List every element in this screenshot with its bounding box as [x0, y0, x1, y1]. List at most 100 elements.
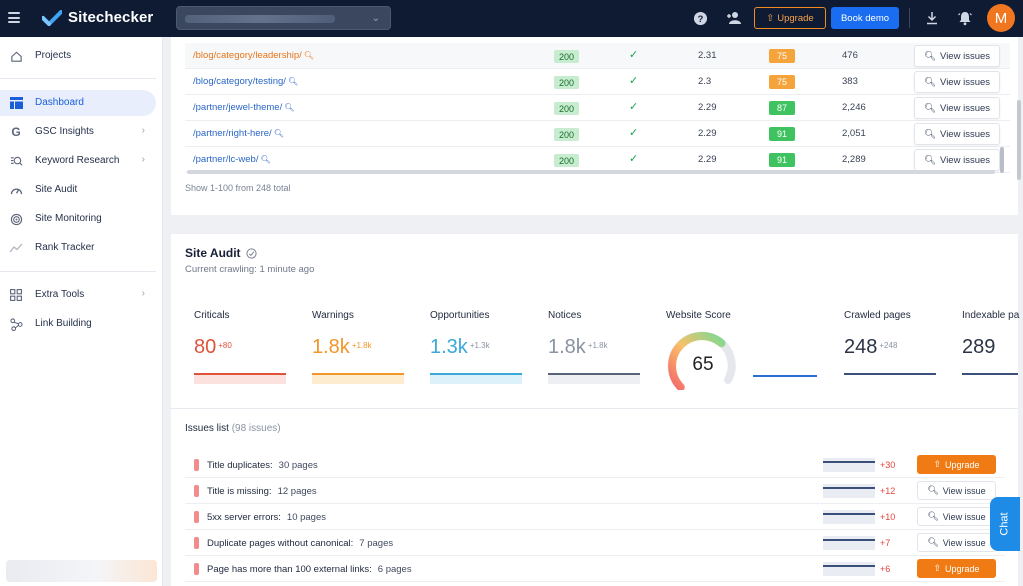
view-issues-label: View issues [940, 102, 991, 114]
page-url-link[interactable]: /partner/right-here/🔍︎ [193, 128, 284, 139]
search-icon[interactable]: 🔍︎ [260, 155, 271, 164]
page-url: /blog/category/leadership/ [193, 50, 302, 61]
metric-label: Crawled pages [844, 310, 911, 321]
issue-delta: +7 [880, 538, 891, 548]
website-score-gauge[interactable] [666, 330, 738, 390]
table-row[interactable]: /partner/jewel-theme/🔍︎ 200 ✓ 2.29 87 2,… [185, 95, 1010, 121]
page-scrollbar[interactable] [1017, 100, 1021, 180]
page-url-link[interactable]: /partner/lc-web/🔍︎ [193, 154, 271, 165]
metric-indexable-pages[interactable]: Indexable pa 289 [962, 310, 1020, 375]
metric-value: 1.8k +1.8k [312, 336, 372, 359]
issue-row[interactable]: Title is missing: 12 pages +12 🔍︎ View iss… [185, 478, 1005, 504]
sidebar-item-link-building[interactable]: Link Building [0, 311, 163, 337]
view-issue-button[interactable]: 🔍︎ View issue [917, 507, 996, 526]
sidebar-item-keyword-research[interactable]: Keyword Research › [0, 148, 163, 174]
metric-value: 80 +80 [194, 336, 232, 359]
view-issues-label: View issues [940, 128, 991, 140]
issue-row[interactable]: Page has more than 100 external links: 6 … [185, 556, 1005, 582]
page-url-link[interactable]: /blog/category/leadership/🔍︎ [193, 50, 314, 61]
issue-row[interactable]: 5xx server errors: 10 pages +10 🔍︎ View is… [185, 504, 1005, 530]
brand-logo[interactable]: Sitechecker [42, 9, 153, 26]
check-icon: ✓ [629, 101, 639, 113]
search-icon[interactable]: 🔍︎ [273, 129, 284, 138]
add-user-icon[interactable] [726, 10, 742, 26]
issues-list-title: Issues list (98 issues) [185, 423, 281, 434]
issue-text: Duplicate pages without canonical: 7 page… [207, 538, 393, 549]
issue-text: Page has more than 100 external links: 6 … [207, 564, 412, 575]
issue-pages: 12 pages [277, 486, 317, 497]
word-count: 383 [842, 76, 858, 87]
upgrade-button[interactable]: ⇧ Upgrade [917, 455, 996, 474]
metric-number: 1.8k [548, 336, 586, 358]
project-name-blurred [185, 15, 335, 23]
chat-button[interactable]: Chat [990, 497, 1020, 551]
metric-number: 248 [844, 336, 878, 358]
trend-icon [9, 241, 23, 255]
search-icon[interactable]: 🔍︎ [287, 77, 299, 86]
sidebar-item-projects[interactable]: Projects [0, 43, 163, 69]
metric-warnings[interactable]: Warnings 1.8k +1.8k [312, 310, 404, 384]
issue-delta: +30 [880, 460, 896, 470]
load-time: 2.3 [698, 76, 712, 87]
issues-title-text: Issues list [185, 423, 229, 434]
issue-pages: 7 pages [359, 538, 394, 549]
metric-criticals[interactable]: Criticals 80 +80 [194, 310, 286, 384]
page-url-link[interactable]: /partner/jewel-theme/🔍︎ [193, 102, 294, 113]
issue-row[interactable]: Title duplicates: 30 pages +30 ⇧ Upgrade [185, 452, 1005, 478]
book-demo-button[interactable]: Book demo [831, 7, 899, 29]
sidebar-item-gsc-insights[interactable]: G GSC Insights › [0, 119, 163, 145]
load-time: 2.29 [698, 102, 717, 113]
load-time: 2.29 [698, 128, 717, 139]
notifications-bell-icon[interactable] [957, 10, 973, 26]
sidebar-item-site-monitoring[interactable]: Site Monitoring [0, 206, 163, 232]
severity-marker [194, 459, 199, 471]
status-code-badge: 200 [554, 50, 579, 63]
sidebar-item-extra-tools[interactable]: Extra Tools › [0, 282, 163, 308]
metric-label: Indexable pa [962, 310, 1020, 321]
download-icon[interactable] [924, 10, 940, 26]
chevron-right-icon: › [141, 125, 145, 136]
table-row[interactable]: /partner/right-here/🔍︎ 200 ✓ 2.29 91 2,0… [185, 121, 1010, 147]
search-icon[interactable]: 🔍︎ [303, 51, 314, 60]
upgrade-arrow-icon: ⇧ [933, 459, 941, 469]
horizontal-scrollbar[interactable] [187, 170, 995, 174]
user-avatar[interactable]: M [987, 4, 1015, 32]
upgrade-button[interactable]: ⇧ Upgrade [754, 7, 826, 29]
status-code-badge: 200 [554, 76, 579, 89]
sidebar-item-site-audit[interactable]: Site Audit [0, 177, 163, 203]
sidebar-promo-banner[interactable] [6, 560, 157, 582]
metric-notices[interactable]: Notices 1.8k +1.8k [548, 310, 640, 384]
sidebar-item-rank-tracker[interactable]: Rank Tracker [0, 235, 163, 261]
help-icon[interactable]: ? [692, 10, 708, 26]
metric-label: Opportunities [430, 310, 490, 321]
metric-opportunities[interactable]: Opportunities 1.3k +1.3k [430, 310, 522, 384]
project-selector[interactable]: ⌄ [176, 6, 391, 30]
metric-crawled-pages[interactable]: Crawled pages 248 +248 [844, 310, 936, 375]
view-issues-button[interactable]: 🔍︎ View issues [914, 71, 1000, 93]
view-issues-button[interactable]: 🔍︎ View issues [914, 45, 1000, 67]
sidebar-item-label: Site Monitoring [35, 213, 102, 224]
vertical-scrollbar[interactable] [1000, 147, 1004, 173]
search-icon[interactable]: 🔍︎ [284, 103, 295, 112]
sidebar-item-label: Keyword Research [35, 155, 120, 166]
menu-icon[interactable] [8, 12, 20, 23]
check-icon: ✓ [629, 153, 639, 165]
metric-number: 1.8k [312, 336, 350, 358]
view-issues-button[interactable]: 🔍︎ View issues [914, 97, 1000, 119]
page-url-link[interactable]: /blog/category/testing/🔍︎ [193, 76, 298, 87]
view-issue-button[interactable]: 🔍︎ View issue [917, 533, 996, 552]
table-row[interactable]: /blog/category/leadership/🔍︎ 200 ✓ 2.31 … [185, 43, 1010, 69]
issue-row[interactable]: Duplicate pages without canonical: 7 page… [185, 530, 1005, 556]
sidebar-item-label: Projects [35, 50, 72, 61]
table-row[interactable]: /blog/category/testing/🔍︎ 200 ✓ 2.3 75 3… [185, 69, 1010, 95]
issue-name: Page has more than 100 external links: [207, 564, 372, 575]
metric-delta: +1.8k [351, 341, 372, 350]
sidebar-item-dashboard[interactable]: Dashboard [0, 90, 156, 116]
upgrade-button[interactable]: ⇧ Upgrade [917, 559, 996, 578]
view-issues-button[interactable]: 🔍︎ View issues [914, 123, 1000, 145]
sidebar-item-label: Extra Tools [35, 289, 85, 300]
metric-label: Notices [548, 310, 582, 321]
issue-sparkline [823, 458, 875, 472]
view-issue-button[interactable]: 🔍︎ View issue [917, 481, 996, 500]
view-issues-button[interactable]: 🔍︎ View issues [914, 149, 1000, 171]
